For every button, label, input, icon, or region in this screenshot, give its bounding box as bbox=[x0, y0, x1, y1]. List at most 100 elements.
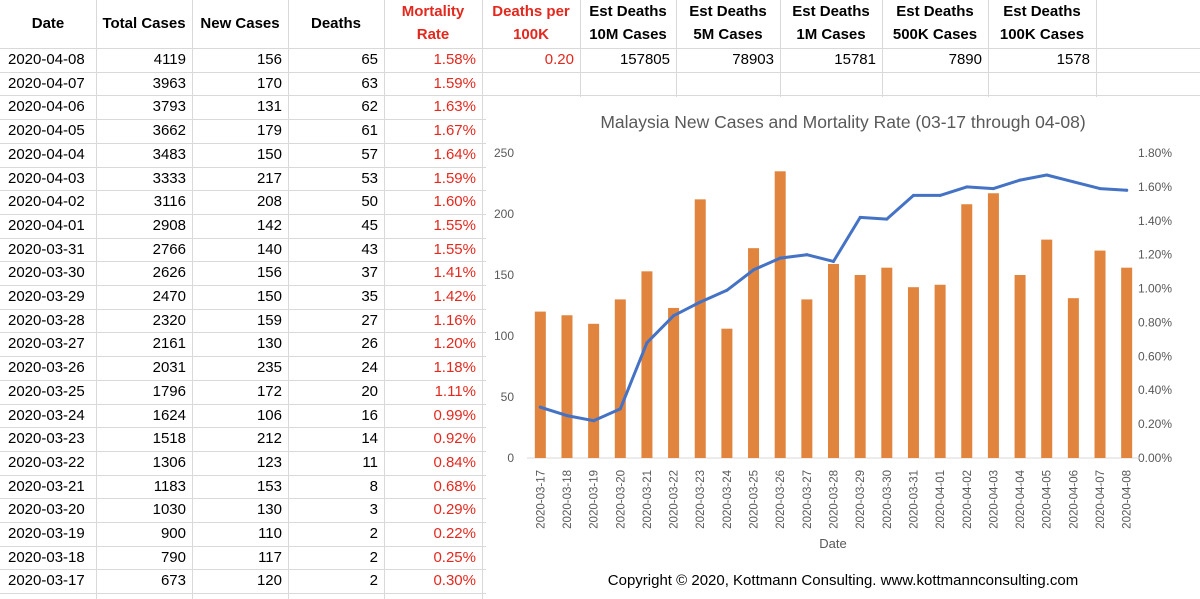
value-cell[interactable]: 142 bbox=[256, 216, 282, 234]
column-header[interactable]: Deaths per 100K bbox=[482, 0, 580, 46]
value-cell[interactable]: 1.60% bbox=[433, 193, 476, 211]
date-cell[interactable]: 2020-03-24 bbox=[8, 406, 85, 424]
value-cell[interactable]: 1518 bbox=[152, 430, 186, 448]
value-cell[interactable]: 0.25% bbox=[433, 548, 476, 566]
value-cell[interactable]: 123 bbox=[256, 453, 282, 471]
value-cell[interactable]: 673 bbox=[160, 572, 186, 590]
value-cell[interactable]: 3662 bbox=[152, 122, 186, 140]
date-cell[interactable]: 2020-04-07 bbox=[8, 74, 85, 92]
column-header[interactable]: Est Deaths 5M Cases bbox=[676, 0, 780, 46]
value-cell[interactable]: 2320 bbox=[152, 311, 186, 329]
value-cell[interactable]: 131 bbox=[256, 98, 282, 116]
value-cell[interactable]: 170 bbox=[256, 74, 282, 92]
value-cell[interactable]: 11 bbox=[362, 453, 378, 471]
value-cell[interactable]: 3333 bbox=[152, 169, 186, 187]
value-cell[interactable]: 62 bbox=[361, 98, 378, 116]
value-cell[interactable]: 1624 bbox=[152, 406, 186, 424]
value-cell[interactable]: 1.67% bbox=[433, 122, 476, 140]
value-cell[interactable]: 130 bbox=[256, 501, 282, 519]
value-cell[interactable]: 130 bbox=[256, 335, 282, 353]
value-cell[interactable]: 3 bbox=[369, 501, 378, 519]
value-cell[interactable]: 2 bbox=[369, 525, 378, 542]
value-cell[interactable]: 179 bbox=[256, 122, 282, 140]
value-cell[interactable]: 24 bbox=[361, 359, 378, 377]
value-cell[interactable]: 1.18% bbox=[433, 359, 476, 377]
value-cell[interactable]: 1.41% bbox=[433, 264, 476, 282]
value-cell[interactable]: 2626 bbox=[152, 264, 186, 282]
value-cell[interactable]: 790 bbox=[160, 548, 186, 566]
column-header[interactable]: Est Deaths 10M Cases bbox=[580, 0, 676, 46]
value-cell[interactable]: 3483 bbox=[152, 145, 186, 163]
value-cell[interactable]: 35 bbox=[361, 288, 378, 305]
date-cell[interactable]: 2020-03-27 bbox=[8, 335, 85, 353]
value-cell[interactable]: 1.16% bbox=[433, 311, 476, 329]
value-cell[interactable]: 0.99% bbox=[433, 406, 476, 424]
value-cell[interactable]: 53 bbox=[361, 169, 378, 187]
value-cell[interactable]: 78903 bbox=[732, 51, 774, 68]
value-cell[interactable]: 2470 bbox=[152, 288, 186, 305]
date-cell[interactable]: 2020-03-31 bbox=[8, 240, 85, 258]
value-cell[interactable]: 217 bbox=[256, 169, 282, 187]
date-cell[interactable]: 2020-03-25 bbox=[8, 382, 85, 400]
value-cell[interactable]: 1.55% bbox=[433, 216, 476, 234]
date-cell[interactable]: 2020-03-18 bbox=[8, 548, 85, 566]
value-cell[interactable]: 20 bbox=[361, 382, 378, 400]
value-cell[interactable]: 1.42% bbox=[433, 288, 476, 305]
value-cell[interactable]: 1.63% bbox=[433, 98, 476, 116]
date-cell[interactable]: 2020-03-21 bbox=[8, 477, 85, 495]
value-cell[interactable]: 0.68% bbox=[433, 477, 476, 495]
value-cell[interactable]: 8 bbox=[369, 477, 378, 495]
column-header[interactable]: Total Cases bbox=[96, 0, 192, 46]
value-cell[interactable]: 120 bbox=[256, 572, 282, 590]
value-cell[interactable]: 0.29% bbox=[433, 501, 476, 519]
column-header[interactable]: Mortality Rate bbox=[384, 0, 482, 46]
value-cell[interactable]: 110 bbox=[258, 525, 282, 542]
date-cell[interactable]: 2020-03-22 bbox=[8, 453, 85, 471]
column-header[interactable]: Est Deaths 500K Cases bbox=[882, 0, 988, 46]
date-cell[interactable]: 2020-04-04 bbox=[8, 145, 85, 163]
value-cell[interactable]: 1796 bbox=[152, 382, 186, 400]
value-cell[interactable]: 900 bbox=[160, 525, 186, 542]
value-cell[interactable]: 27 bbox=[361, 311, 378, 329]
value-cell[interactable]: 2908 bbox=[152, 216, 186, 234]
value-cell[interactable]: 150 bbox=[256, 288, 282, 305]
value-cell[interactable]: 2766 bbox=[152, 240, 186, 258]
value-cell[interactable]: 208 bbox=[256, 193, 282, 211]
value-cell[interactable]: 140 bbox=[256, 240, 282, 258]
value-cell[interactable]: 172 bbox=[256, 382, 282, 400]
value-cell[interactable]: 43 bbox=[361, 240, 378, 258]
value-cell[interactable]: 45 bbox=[361, 216, 378, 234]
value-cell[interactable]: 2031 bbox=[152, 359, 186, 377]
value-cell[interactable]: 37 bbox=[361, 264, 378, 282]
value-cell[interactable]: 117 bbox=[258, 548, 282, 566]
value-cell[interactable]: 235 bbox=[256, 359, 282, 377]
date-cell[interactable]: 2020-03-20 bbox=[8, 501, 85, 519]
value-cell[interactable]: 212 bbox=[256, 430, 282, 448]
value-cell[interactable]: 2 bbox=[369, 548, 378, 566]
value-cell[interactable]: 157805 bbox=[619, 51, 670, 68]
value-cell[interactable]: 15781 bbox=[834, 51, 876, 68]
value-cell[interactable]: 0.20 bbox=[544, 51, 574, 68]
value-cell[interactable]: 63 bbox=[361, 74, 378, 92]
value-cell[interactable]: 50 bbox=[361, 193, 378, 211]
date-cell[interactable]: 2020-03-29 bbox=[8, 288, 85, 305]
date-cell[interactable]: 2020-04-05 bbox=[8, 122, 85, 140]
column-header[interactable]: Est Deaths 1M Cases bbox=[780, 0, 882, 46]
value-cell[interactable]: 1.55% bbox=[433, 240, 476, 258]
value-cell[interactable]: 159 bbox=[256, 311, 282, 329]
date-cell[interactable]: 2020-03-17 bbox=[8, 572, 85, 590]
date-cell[interactable]: 2020-04-01 bbox=[8, 216, 85, 234]
column-header[interactable]: Date bbox=[0, 0, 96, 46]
chart-panel[interactable] bbox=[486, 97, 1200, 599]
date-cell[interactable]: 2020-04-02 bbox=[8, 193, 85, 211]
value-cell[interactable]: 0.22% bbox=[433, 525, 476, 542]
value-cell[interactable]: 0.92% bbox=[433, 430, 476, 448]
value-cell[interactable]: 150 bbox=[256, 145, 282, 163]
value-cell[interactable]: 4119 bbox=[153, 51, 186, 68]
date-cell[interactable]: 2020-03-28 bbox=[8, 311, 85, 329]
value-cell[interactable]: 1306 bbox=[152, 453, 186, 471]
value-cell[interactable]: 16 bbox=[361, 406, 378, 424]
value-cell[interactable]: 65 bbox=[361, 51, 378, 68]
value-cell[interactable]: 1.59% bbox=[433, 74, 476, 92]
value-cell[interactable]: 1.59% bbox=[433, 169, 476, 187]
